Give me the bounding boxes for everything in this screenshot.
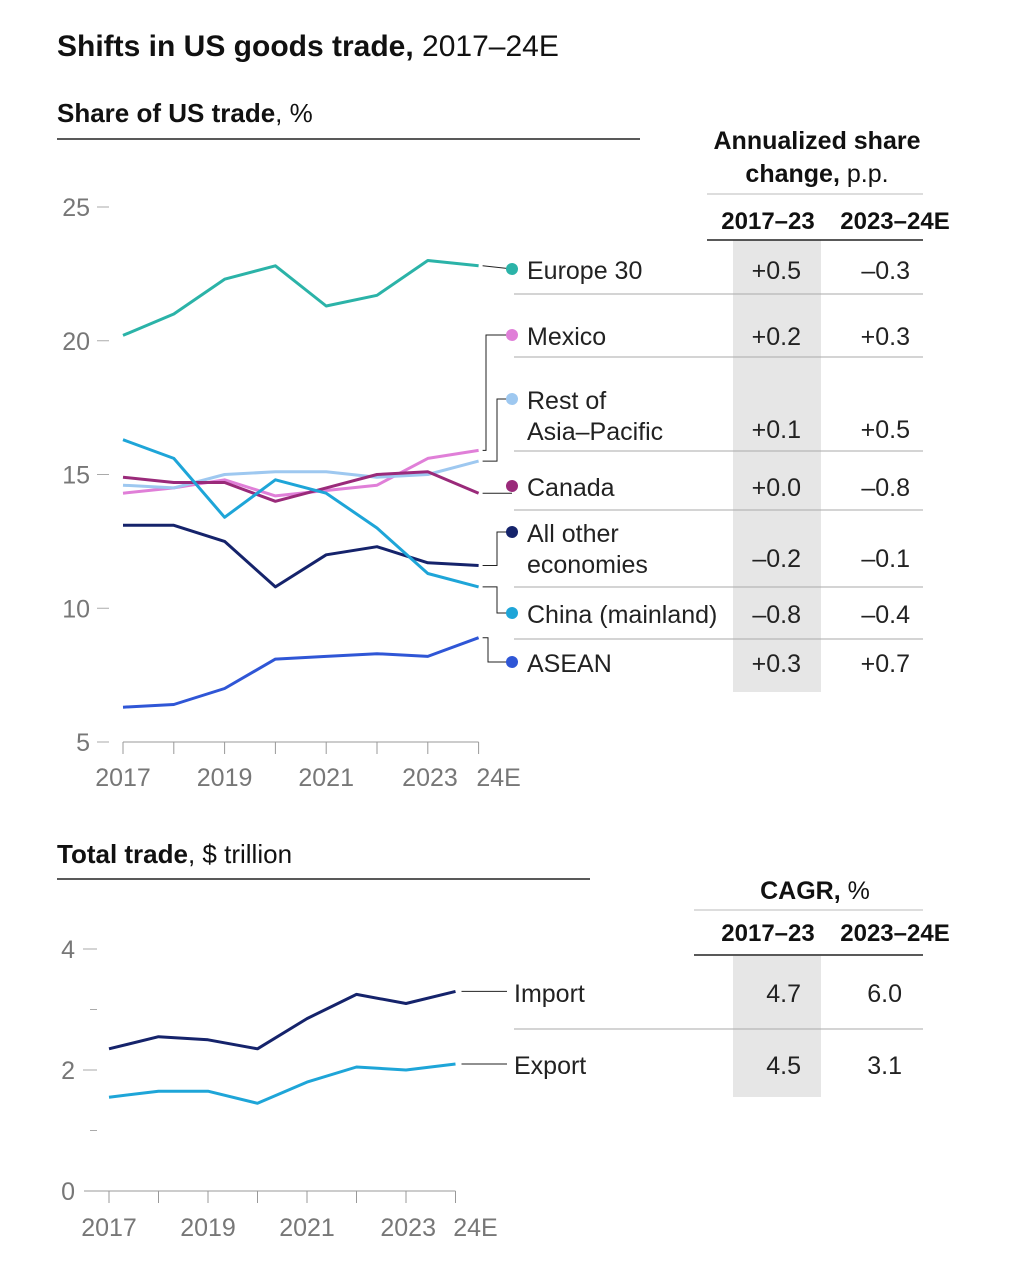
share-chart-title: Share of US trade, % [57, 98, 313, 128]
share-chart-title-unit: , % [275, 98, 313, 128]
cagr-table-cell: 6.0 [867, 980, 902, 1008]
share-table-cell: +0.5 [861, 416, 910, 444]
share-table-cell: +0.2 [752, 323, 801, 351]
share-table-column-header: 2017–23 [721, 208, 814, 235]
share-table-title-line1: Annualized share [714, 127, 921, 155]
share-table-cell: –0.4 [861, 601, 910, 629]
total-x-tick-label: 2023 [380, 1214, 436, 1242]
cagr-table-title-bold: CAGR, [760, 877, 841, 905]
legend-label-all-other-economies: All other [527, 520, 619, 548]
legend-marker-asean [506, 656, 518, 668]
cagr-table-cell: 4.5 [766, 1052, 801, 1080]
total-y-tick-label: 0 [61, 1178, 75, 1206]
series-line-import [108, 989, 456, 1051]
legend-marker-mexico [506, 329, 518, 341]
legend-label-china-mainland: China (mainland) [527, 601, 717, 629]
legend-connector-china-mainland [482, 586, 512, 614]
series-line-canada [122, 470, 480, 503]
figure-title-bold: Shifts in US goods trade, [57, 30, 414, 63]
share-table-cell: +0.0 [752, 474, 801, 502]
share-table-cell: –0.8 [752, 601, 801, 629]
cagr-table-title-unit: % [841, 877, 870, 905]
share-table-cell: –0.8 [861, 474, 910, 502]
share-x-tick-label: 24E [476, 764, 520, 792]
share-table-cell: +0.7 [861, 650, 910, 678]
legend-label-europe-30: Europe 30 [527, 257, 642, 285]
share-y-tick-label: 25 [62, 194, 90, 222]
total-y-tick-label: 2 [61, 1057, 75, 1085]
share-table-title-line2: change, p.p. [745, 160, 888, 188]
total-x-tick-label: 24E [453, 1214, 497, 1242]
legend-label-canada: Canada [527, 474, 615, 502]
share-chart-title-bold: Share of US trade [57, 98, 275, 128]
figure-title-rest: 2017–24E [414, 30, 559, 63]
cagr-table-cell: 3.1 [867, 1052, 902, 1080]
share-table-cell: +0.3 [752, 650, 801, 678]
cagr-table-column-header: 2017–23 [721, 920, 814, 947]
legend-connector-asean [482, 637, 512, 663]
legend-label-export: Export [514, 1052, 586, 1080]
total-chart-title-unit: , $ trillion [188, 839, 292, 869]
legend-marker-all-other-economies [506, 526, 518, 538]
series-line-export [108, 1062, 456, 1105]
share-y-tick-label: 10 [62, 595, 90, 623]
share-table-title-line2-unit: p.p. [840, 160, 889, 188]
series-line-all-other-economies [123, 523, 479, 589]
legend-marker-canada [506, 480, 518, 492]
legend-label-mexico: Mexico [527, 323, 606, 351]
share-table-cell: –0.2 [752, 545, 801, 573]
series-line-europe-30 [122, 259, 479, 337]
share-table-cell: –0.3 [861, 257, 910, 285]
share-table-cell: +0.3 [861, 323, 910, 351]
share-table-highlight-column [733, 240, 821, 692]
share-y-tick-label: 5 [76, 729, 90, 757]
cagr-table-cell: 4.7 [766, 980, 801, 1008]
legend-label-rest-of-asia-pacific: Rest of [527, 387, 606, 415]
share-x-tick-label: 2021 [298, 764, 354, 792]
share-x-tick-label: 2017 [95, 764, 151, 792]
legend-marker-china-mainland [506, 607, 518, 619]
cagr-table-column-header: 2023–24E [840, 920, 949, 947]
total-chart-title: Total trade, $ trillion [57, 839, 292, 869]
share-y-tick-label: 15 [62, 462, 90, 490]
total-chart-title-bold: Total trade [57, 839, 188, 869]
total-x-tick-label: 2017 [81, 1214, 137, 1242]
legend-connector-all-other-economies [482, 531, 512, 566]
series-line-asean [122, 636, 480, 709]
share-table-column-header: 2023–24E [840, 208, 949, 235]
share-x-tick-label: 2019 [197, 764, 253, 792]
share-table-cell: +0.5 [752, 257, 801, 285]
share-y-tick-label: 20 [62, 328, 90, 356]
legend-label-import: Import [514, 980, 585, 1008]
legend-label-rest-of-asia-pacific-line2: Asia–Pacific [527, 418, 663, 446]
share-x-tick-label: 2023 [402, 764, 458, 792]
legend-connector-mexico [482, 334, 512, 451]
share-table-cell: –0.1 [861, 545, 910, 573]
figure-title: Shifts in US goods trade, 2017–24E [57, 30, 559, 63]
series-line-rest-of-asia-pacific [122, 459, 479, 490]
series-line-china-mainland [122, 438, 479, 589]
cagr-table-highlight-column [733, 956, 821, 1097]
share-table-cell: +0.1 [752, 416, 801, 444]
legend-label-all-other-economies-line2: economies [527, 551, 648, 579]
legend-label-asean: ASEAN [527, 650, 612, 678]
total-x-tick-label: 2019 [180, 1214, 236, 1242]
legend-connector-rest-of-asia-pacific [482, 398, 512, 462]
share-table-title-line2-bold: change, [745, 160, 839, 188]
total-y-tick-label: 4 [61, 936, 75, 964]
total-x-tick-label: 2021 [279, 1214, 335, 1242]
legend-marker-rest-of-asia-pacific [506, 393, 518, 405]
cagr-table-title: CAGR, % [760, 877, 870, 905]
legend-marker-europe-30 [506, 263, 518, 275]
